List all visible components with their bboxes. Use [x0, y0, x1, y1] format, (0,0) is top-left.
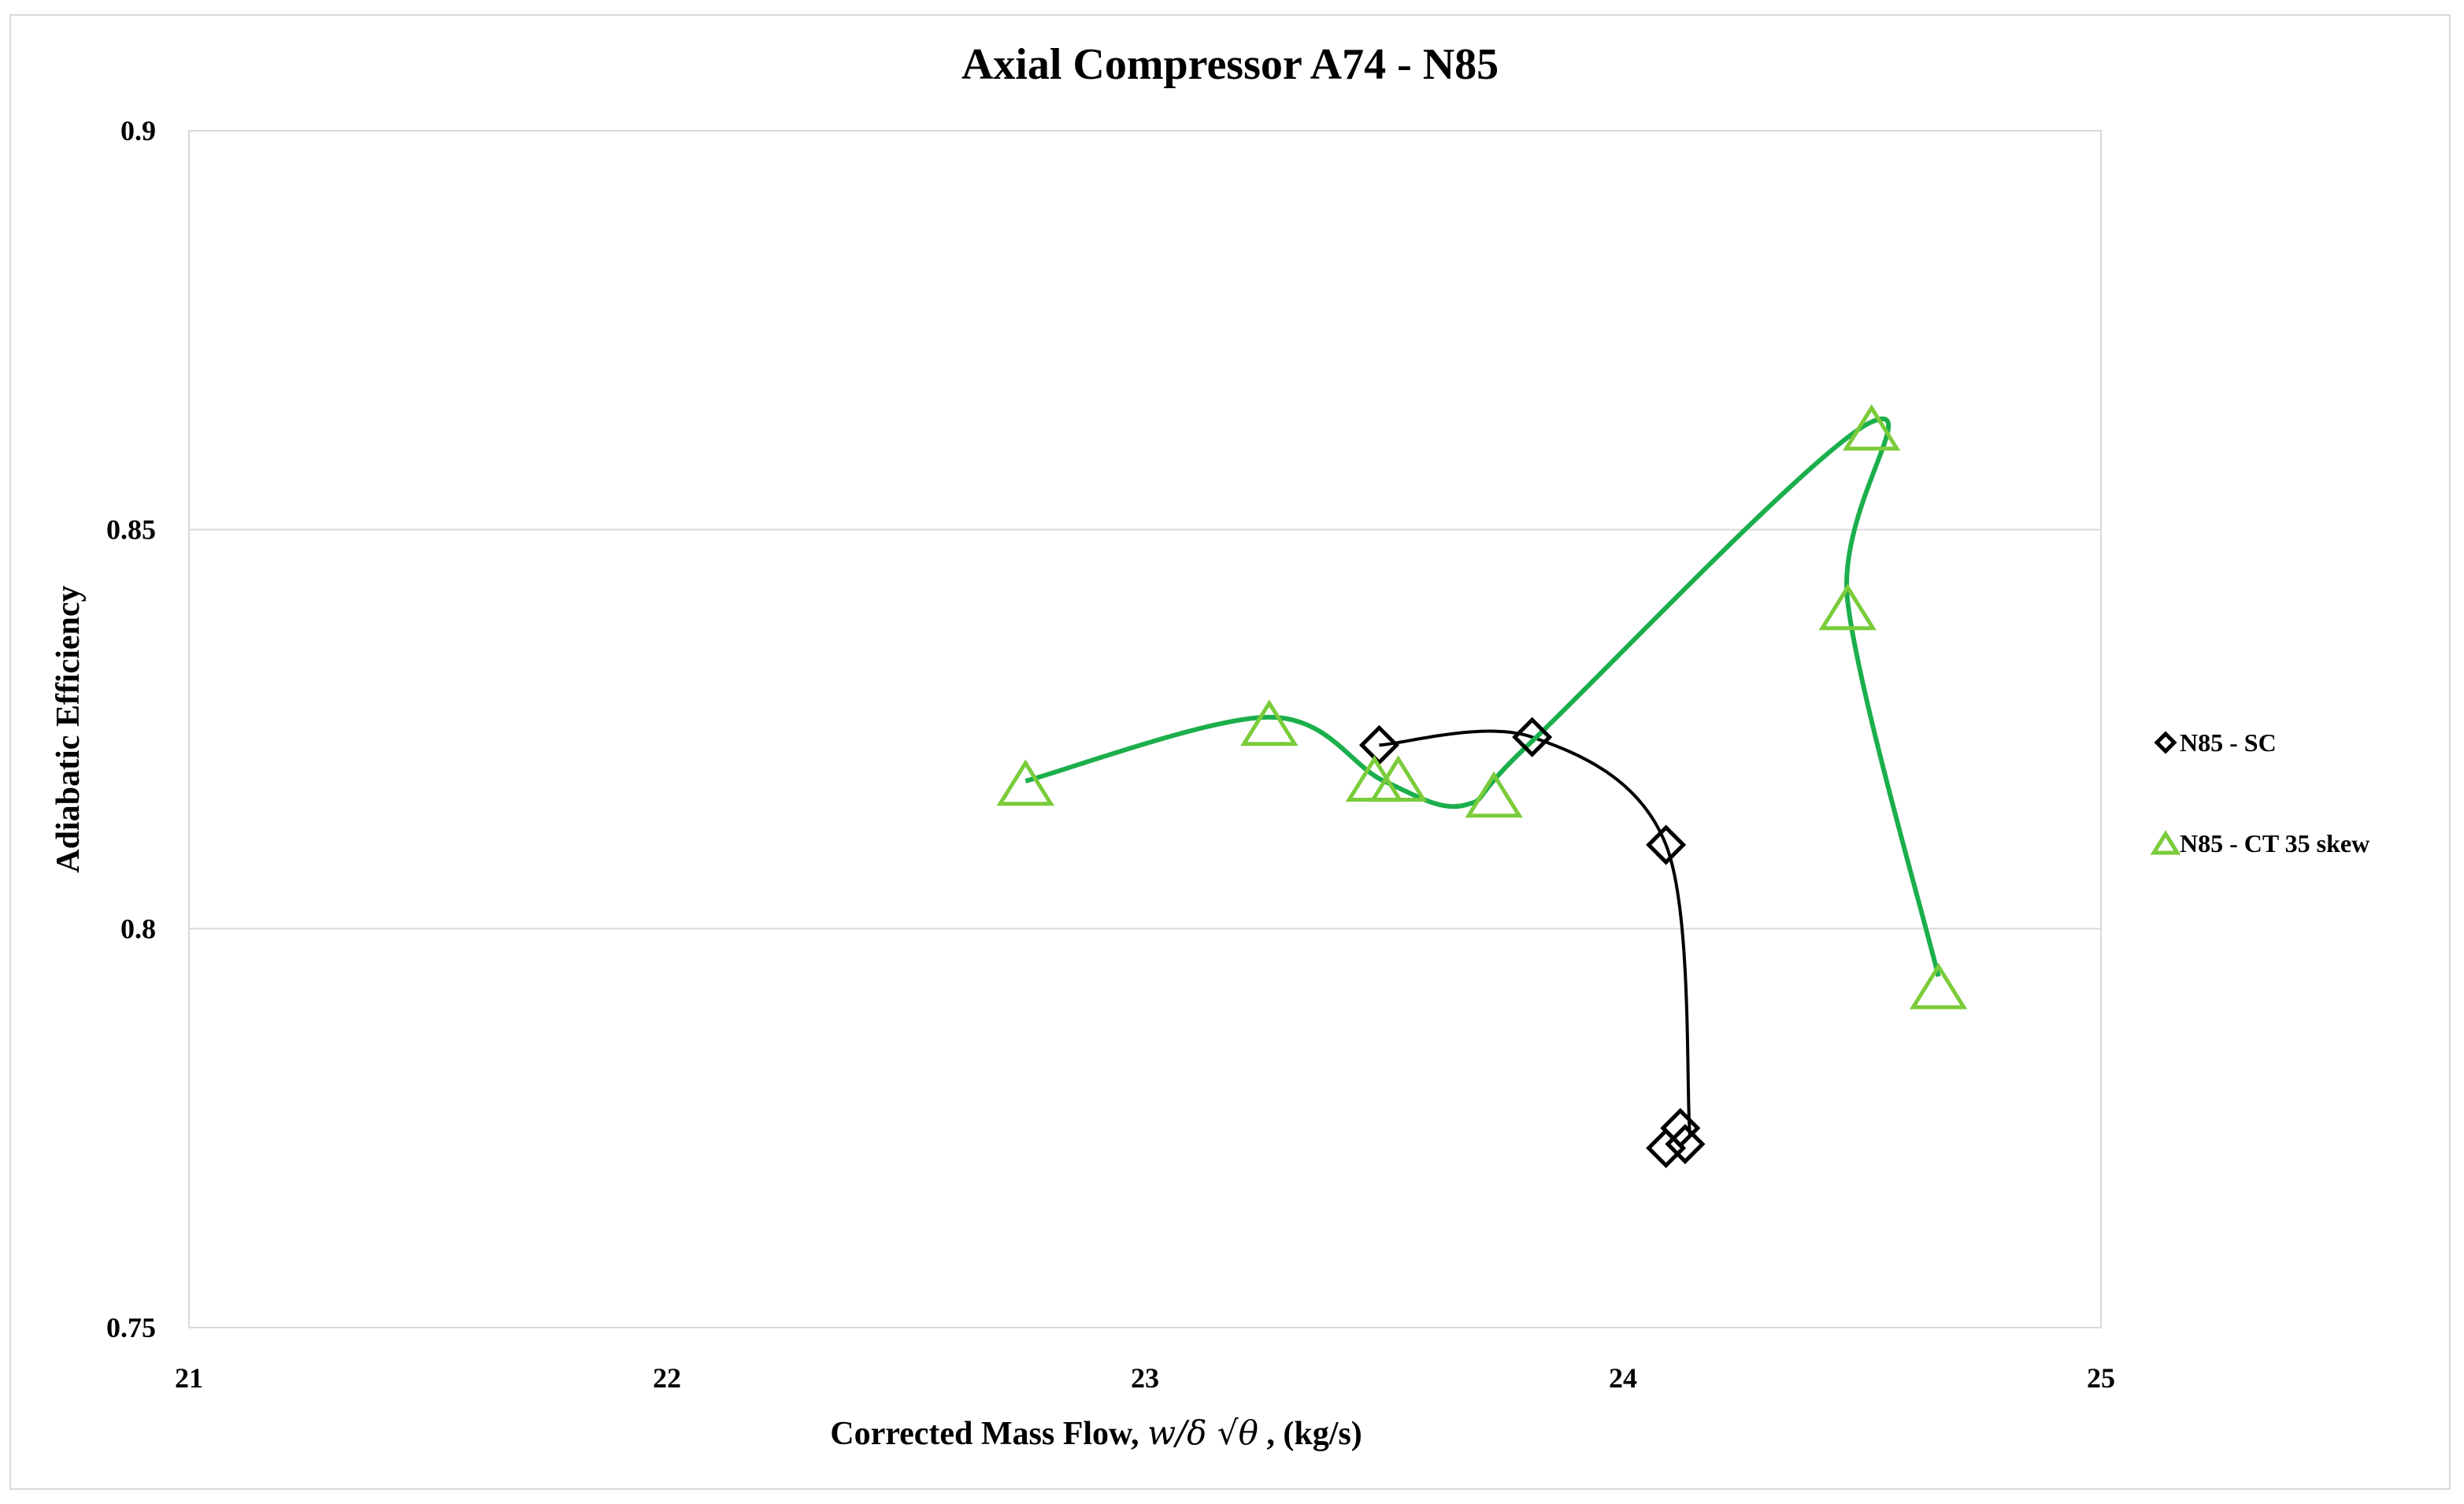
- chart-frame: [9, 14, 2451, 1490]
- x-tick-label: 24: [1609, 1362, 1637, 1394]
- y-axis-label: Adiabatic Efficiency: [50, 585, 87, 872]
- series-lines: [1025, 416, 1941, 1136]
- series-1-marker: [1660, 1108, 1701, 1149]
- x-tick-label: 22: [653, 1362, 681, 1394]
- x-axis-ticks: 21 22 23 24 25: [175, 1362, 2115, 1394]
- x-axis-label: Corrected Mass Flow, w/δ √θ , (kg/s): [830, 1413, 1362, 1452]
- y-axis-ticks: 0.75 0.8 0.85 0.9: [106, 115, 156, 1343]
- plot-area: [188, 130, 2102, 1328]
- legend: N85 - SC N85 - CT 35 skew: [2150, 728, 2370, 858]
- series-1-marker: [1646, 824, 1687, 865]
- chart-title: Axial Compressor A74 - N85: [962, 40, 1499, 89]
- x-axis-label-suffix: , (kg/s): [1258, 1416, 1362, 1452]
- series-2-marker: [1818, 583, 1877, 631]
- x-axis-label-prefix: Corrected Mass Flow,: [830, 1416, 1147, 1452]
- series-markers: [996, 404, 1968, 1169]
- x-tick-label: 23: [1131, 1362, 1159, 1394]
- y-tick-label: 0.75: [106, 1312, 156, 1343]
- series-line-2: [1025, 416, 1941, 977]
- y-tick-label: 0.9: [120, 115, 156, 146]
- series-2-marker: [1345, 755, 1404, 802]
- series-1-marker: [1358, 724, 1399, 765]
- series-2-marker: [1240, 699, 1299, 746]
- series-1-marker: [1646, 1128, 1687, 1169]
- series-2-marker: [996, 759, 1054, 806]
- series-line-1: [1379, 729, 1691, 1136]
- x-tick-label: 21: [175, 1362, 203, 1394]
- gridlines: [189, 528, 2101, 930]
- series-2-marker: [1909, 962, 1968, 1009]
- legend-label-2: N85 - CT 35 skew: [2180, 829, 2370, 858]
- y-tick-label: 0.85: [106, 514, 156, 546]
- series-2-marker: [1465, 771, 1523, 818]
- x-tick-label: 25: [2087, 1362, 2115, 1394]
- x-axis-label-variable: w/δ √θ: [1147, 1413, 1258, 1452]
- legend-marker-2: [2150, 830, 2181, 855]
- y-tick-label: 0.8: [120, 913, 156, 944]
- series-2-marker: [1842, 404, 1901, 451]
- series-1-marker: [1512, 717, 1553, 758]
- legend-marker-1: [2154, 731, 2177, 754]
- series-2-marker: [1369, 755, 1428, 802]
- legend-label-1: N85 - SC: [2180, 728, 2277, 757]
